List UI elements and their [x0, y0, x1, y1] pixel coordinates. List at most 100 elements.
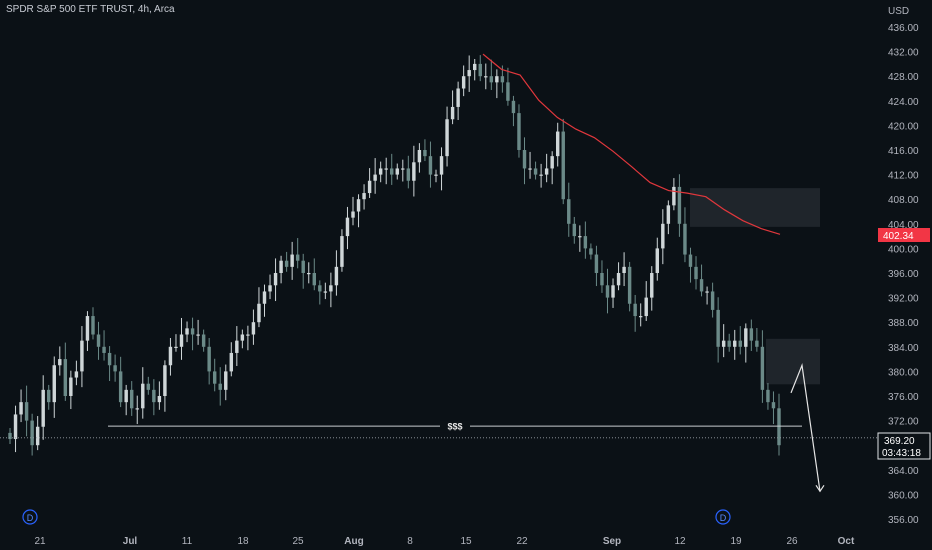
- candle-body: [672, 186, 676, 206]
- candle-body: [91, 316, 95, 335]
- candle-body: [445, 119, 449, 157]
- candle-body: [439, 156, 444, 175]
- candle-body: [129, 389, 134, 409]
- candle-body: [567, 199, 571, 224]
- supply-zone: [690, 188, 820, 227]
- candle-body: [401, 168, 405, 170]
- candle-body: [63, 359, 68, 396]
- price-tick-label: 436.00: [888, 23, 919, 34]
- candle-body: [47, 389, 51, 403]
- candle-body: [390, 168, 394, 175]
- candle-body: [168, 346, 173, 366]
- candle-body: [378, 168, 383, 175]
- candle-body: [727, 340, 731, 347]
- candle-body: [74, 371, 79, 378]
- candle-body: [384, 168, 388, 170]
- candle-body: [307, 273, 311, 275]
- candle-body: [755, 340, 759, 347]
- time-axis-labels: 21 Jul 11 18 25 Aug 8 15 22 Sep 12 19 26 Oct: [34, 536, 855, 547]
- dividend-marker-label: D: [27, 513, 34, 523]
- dividend-marker-1[interactable]: D: [22, 509, 38, 525]
- price-tick-label: 392.00: [888, 294, 919, 305]
- candle-body: [600, 273, 604, 286]
- candle-body: [262, 291, 267, 304]
- time-tick-label: 19: [730, 536, 742, 547]
- candle-body: [705, 291, 709, 293]
- candle-body: [423, 150, 427, 157]
- candle-body: [473, 63, 477, 71]
- price-tick-label: 412.00: [888, 171, 919, 182]
- price-tick-label: 364.00: [888, 466, 919, 477]
- candle-body: [318, 285, 322, 292]
- candle-body: [30, 420, 34, 446]
- dividend-marker-2[interactable]: D: [715, 509, 731, 525]
- candle-body: [638, 316, 643, 318]
- candle-body: [777, 408, 781, 446]
- candle-body: [733, 340, 737, 347]
- time-tick-label: 8: [407, 536, 413, 547]
- candle-body: [13, 414, 18, 440]
- candle-body: [467, 70, 471, 77]
- candle-body: [351, 211, 355, 218]
- candle-body: [412, 162, 416, 181]
- candle-body: [218, 383, 222, 390]
- candle-body: [273, 273, 278, 286]
- candle-body: [428, 156, 433, 175]
- projection-arrow-head: [815, 484, 825, 493]
- candle-body: [633, 303, 637, 317]
- candle-body: [8, 432, 12, 440]
- candle-body: [113, 365, 117, 372]
- price-tick-label: 432.00: [888, 48, 919, 59]
- candle-body: [58, 359, 62, 366]
- candle-body: [284, 260, 289, 267]
- candle-body: [417, 150, 422, 163]
- candle-body: [561, 131, 565, 200]
- time-tick-label: Oct: [838, 536, 855, 547]
- candle-body: [627, 266, 632, 304]
- candle-body: [710, 291, 715, 310]
- candle-body: [583, 236, 588, 249]
- candle-body: [157, 396, 162, 403]
- candle-body: [461, 76, 466, 89]
- candle-body: [35, 426, 40, 446]
- candle-body: [456, 88, 460, 107]
- price-tick-label: 396.00: [888, 269, 919, 280]
- time-tick-label: 25: [292, 536, 304, 547]
- candle-body: [301, 260, 305, 273]
- candle-body: [539, 174, 543, 176]
- candle-body: [572, 223, 577, 237]
- candle-body: [661, 223, 665, 249]
- candle-body: [312, 273, 316, 286]
- time-tick-label: Aug: [344, 536, 363, 547]
- price-tick-label: 388.00: [888, 318, 919, 329]
- candle-body: [434, 174, 438, 176]
- candle-body: [395, 168, 399, 175]
- candle-body: [666, 205, 671, 224]
- time-tick-label: 18: [237, 536, 249, 547]
- candles: [8, 55, 781, 456]
- candle-body: [85, 316, 90, 341]
- candle-body: [738, 340, 742, 347]
- candle-body: [495, 76, 499, 83]
- candle-body: [52, 365, 56, 403]
- candle-body: [749, 328, 754, 341]
- candle-body: [699, 279, 704, 292]
- price-axis-labels: 436.00 432.00 428.00 424.00 420.00 416.00 412.…: [888, 23, 919, 526]
- price-tick-label: 404.00: [888, 220, 919, 231]
- candle-body: [334, 266, 339, 286]
- dividend-marker-label: D: [720, 513, 727, 523]
- candle-body: [240, 334, 245, 341]
- price-tick-label: 380.00: [888, 367, 919, 378]
- candle-body: [771, 402, 776, 409]
- candle-body: [141, 383, 145, 409]
- candle-body: [124, 389, 128, 403]
- candle-body: [163, 365, 167, 396]
- price-tick-label: 376.00: [888, 392, 919, 403]
- price-tick-label: 416.00: [888, 146, 919, 157]
- liquidity-label-bg: [440, 420, 470, 433]
- candle-body: [489, 76, 494, 83]
- candle-body: [80, 340, 84, 372]
- candle-body: [152, 389, 156, 403]
